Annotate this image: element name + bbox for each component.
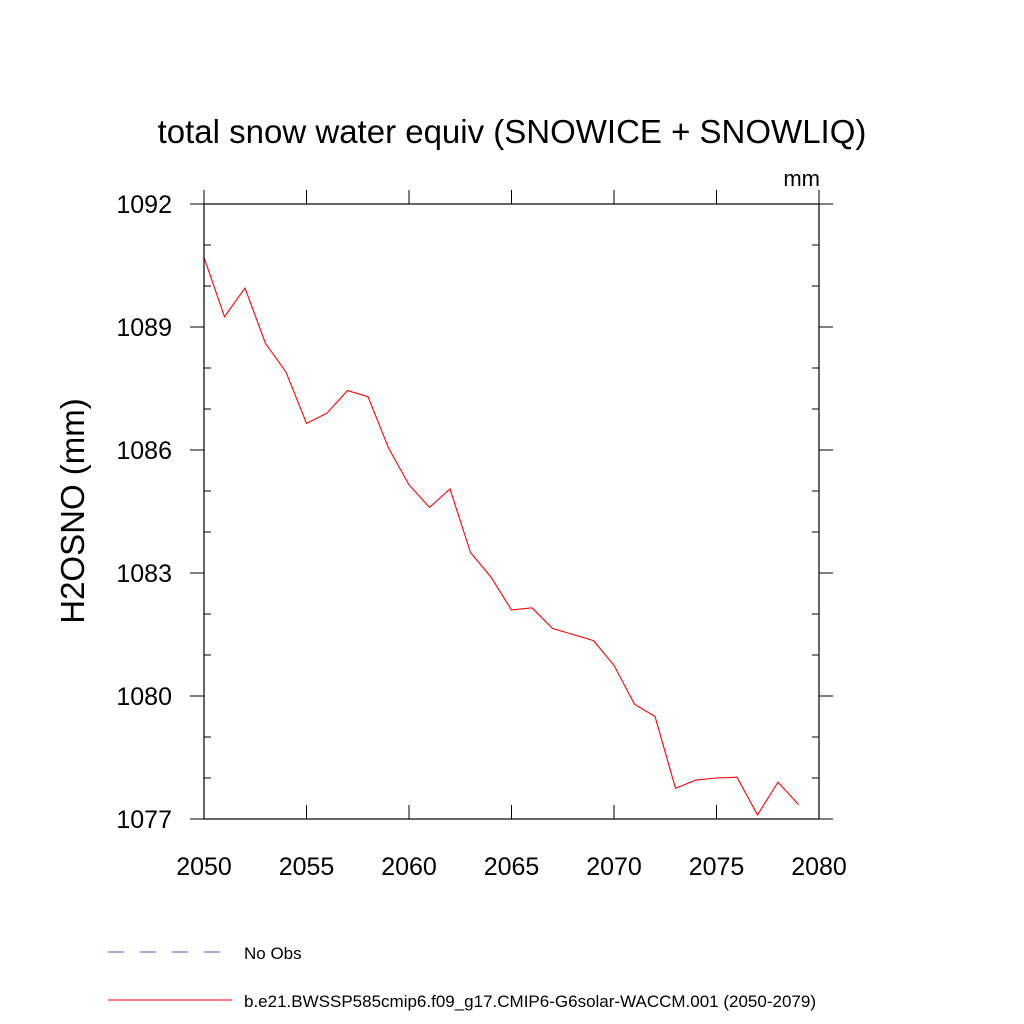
data-point [429,507,430,508]
legend: No Obs b.e21.BWSSP585cmip6.f09_g17.CMIP6-… [108,944,816,1011]
data-point [552,628,553,629]
x-tick-label: 2055 [279,853,335,881]
data-point [675,788,676,789]
data-point [285,372,286,373]
series-line-0 [203,257,799,816]
data-point [511,609,512,610]
data-point [777,782,778,783]
series-layer [203,257,799,816]
x-tick-label: 2075 [689,853,745,881]
data-point [408,484,409,485]
x-tick-label: 2080 [791,853,847,881]
data-point [634,704,635,705]
data-point [531,607,532,608]
data-point [654,716,655,717]
units-label: mm [783,166,820,191]
y-tick-label: 1092 [116,191,172,219]
data-point [388,447,389,448]
x-tick-label: 2050 [176,853,232,881]
data-point [593,640,594,641]
axis-ticks [190,190,833,820]
data-point [798,804,799,805]
y-tick-label: 1080 [116,683,172,711]
data-point [572,634,573,635]
plot-frame [203,203,820,820]
y-tick-label: 1083 [116,560,172,588]
y-tick-labels: 1077 1080 1083 1086 1089 1092 [116,191,172,834]
y-tick-label: 1089 [116,314,172,342]
data-point [326,413,327,414]
data-point [265,343,266,344]
y-tick-label: 1086 [116,437,172,465]
data-point [367,396,368,397]
data-point [306,423,307,424]
y-tick-label: 1077 [116,806,172,834]
data-point [347,390,348,391]
legend-label-1: b.e21.BWSSP585cmip6.f09_g17.CMIP6-G6sola… [244,992,816,1011]
x-tick-label: 2065 [484,853,540,881]
data-point [613,665,614,666]
data-point [244,287,245,288]
data-point [757,814,758,815]
data-point [716,777,717,778]
y-axis-label: H2OSNO (mm) [54,398,91,624]
data-point [736,777,737,778]
data-point [695,779,696,780]
data-point [449,488,450,489]
x-tick-labels: 2050 2055 2060 2065 2070 2075 2080 [176,853,847,881]
legend-label-0: No Obs [244,944,302,963]
chart-title: total snow water equiv (SNOWICE + SNOWLI… [158,113,867,150]
x-tick-label: 2070 [586,853,642,881]
data-point [470,552,471,553]
data-point [224,316,225,317]
x-tick-label: 2060 [381,853,437,881]
data-point [490,577,491,578]
